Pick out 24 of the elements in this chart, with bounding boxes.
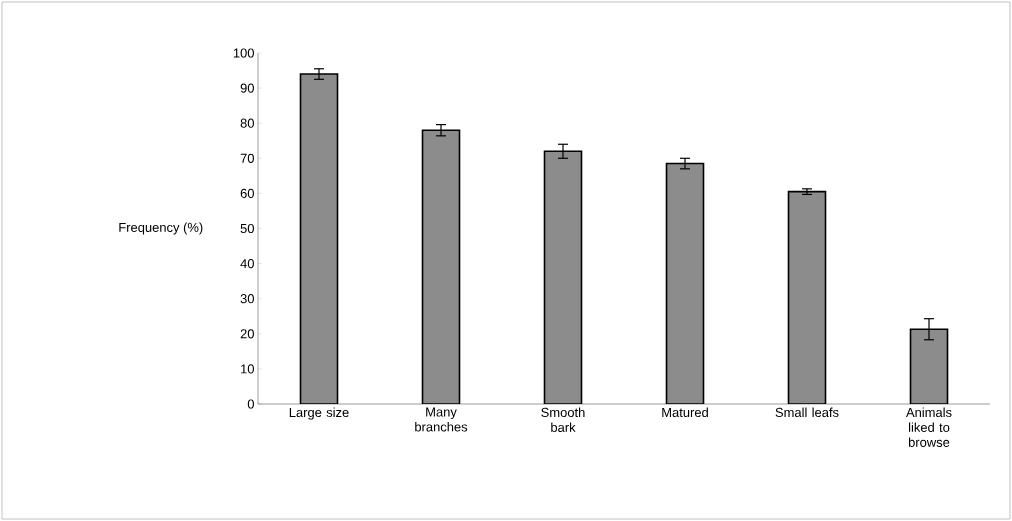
bar	[665, 162, 705, 404]
x-tick-label: Animals liked to browse	[906, 407, 952, 447]
x-tick-label: Matured	[662, 407, 708, 418]
y-tick-label: 100	[233, 48, 254, 58]
y-axis-title: Frequency (%)	[119, 222, 203, 235]
x-tick-label: Small leafs	[775, 407, 839, 418]
y-tick-label: 60	[240, 188, 254, 198]
bar	[299, 73, 339, 404]
y-tick-label: 10	[241, 364, 254, 374]
y-tick-label: 50	[240, 223, 254, 234]
y-tick-label: 80	[240, 118, 254, 128]
y-tick-label: 0	[247, 399, 254, 409]
y-tick-label: 90	[240, 83, 254, 93]
y-tick-label: 30	[240, 294, 254, 304]
bar	[421, 129, 461, 404]
bar	[543, 150, 583, 404]
y-tick-label: 20	[240, 329, 254, 339]
x-tick-label: Smooth bark	[541, 407, 585, 432]
bar	[909, 328, 949, 404]
bar	[787, 190, 827, 404]
x-tick-label: Many branches	[415, 407, 468, 432]
y-tick-label: 70	[240, 153, 254, 163]
y-tick-label: 40	[240, 259, 254, 269]
x-tick-label: Large size	[289, 407, 349, 420]
